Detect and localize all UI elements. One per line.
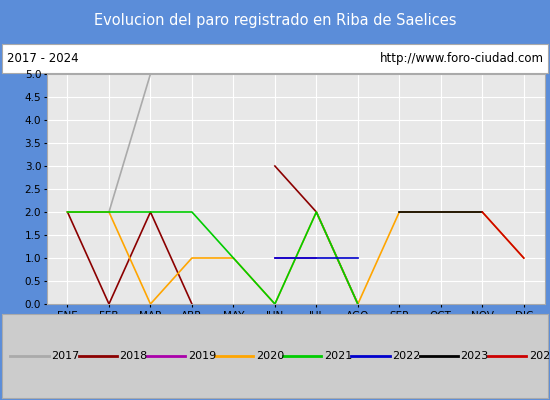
Text: http://www.foro-ciudad.com: http://www.foro-ciudad.com (379, 52, 543, 65)
Text: 2020: 2020 (256, 351, 284, 362)
Text: 2018: 2018 (119, 351, 148, 362)
Text: 2022: 2022 (392, 351, 421, 362)
Text: 2017: 2017 (51, 351, 80, 362)
Text: 2017 - 2024: 2017 - 2024 (7, 52, 78, 65)
Text: 2024: 2024 (529, 351, 550, 362)
Text: 2023: 2023 (460, 351, 489, 362)
Text: Evolucion del paro registrado en Riba de Saelices: Evolucion del paro registrado en Riba de… (94, 14, 456, 28)
Text: 2021: 2021 (324, 351, 353, 362)
Text: 2019: 2019 (188, 351, 216, 362)
